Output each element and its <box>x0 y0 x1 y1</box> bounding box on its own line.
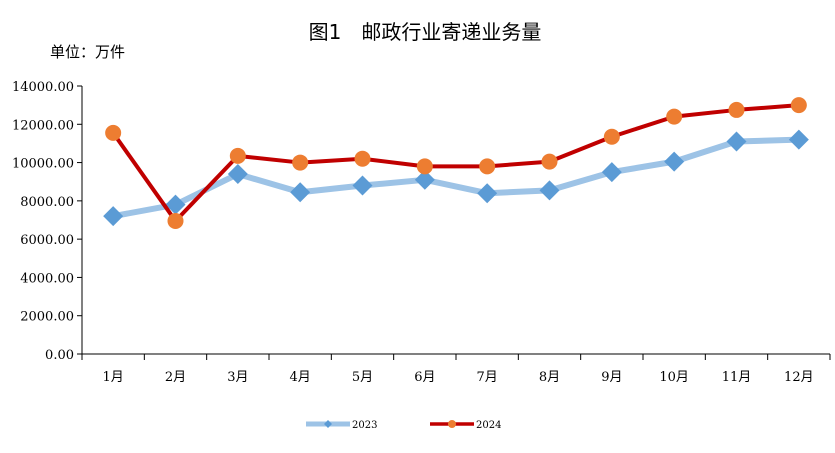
data-point-2024 <box>603 128 620 145</box>
x-tick-label: 12月 <box>784 370 814 385</box>
data-point-2023 <box>414 169 435 190</box>
data-point-2024 <box>790 97 807 114</box>
legend-marker-2023 <box>324 420 332 428</box>
y-tick-label: 8000.00 <box>20 195 74 210</box>
legend-label-2024: 2024 <box>476 420 501 431</box>
x-tick-label: 7月 <box>477 370 498 385</box>
data-point-2024 <box>666 108 683 125</box>
y-axis-ticks: 0.00 2000.00 4000.00 6000.00 8000.00 10000.00… <box>12 80 82 363</box>
data-point-2023 <box>477 183 498 204</box>
x-tick-label: 11月 <box>722 370 752 385</box>
data-point-2024 <box>292 154 309 171</box>
y-tick-label: 6000.00 <box>20 233 74 248</box>
legend-label-2023: 2023 <box>352 420 377 431</box>
data-point-2024 <box>167 212 184 229</box>
x-tick-label: 3月 <box>227 370 248 385</box>
data-point-2023 <box>788 129 809 150</box>
data-point-2023 <box>165 194 186 215</box>
x-tick-label: 9月 <box>601 370 622 385</box>
y-tick-label: 12000.00 <box>12 118 74 133</box>
data-point-2023 <box>539 180 560 201</box>
y-tick-label: 2000.00 <box>20 310 74 325</box>
data-point-2024 <box>416 158 433 175</box>
series-2023 <box>103 129 809 227</box>
legend-marker-2024 <box>448 420 456 428</box>
legend-item-2024: 2024 <box>430 420 501 431</box>
data-point-2024 <box>479 158 496 175</box>
data-point-2023 <box>601 162 622 183</box>
series-layer <box>103 97 809 229</box>
legend: 2023 2024 <box>306 420 501 431</box>
y-tick-label: 14000.00 <box>12 80 74 95</box>
unit-label: 单位：万件 <box>50 43 125 61</box>
data-point-2024 <box>728 101 745 118</box>
data-point-2024 <box>105 124 122 141</box>
x-tick-label: 5月 <box>352 370 373 385</box>
chart-title: 图1 邮政行业寄递业务量 <box>309 20 542 44</box>
x-axis-ticks: 1月 2月 3月 4月 5月 6月 7月 8月 9月 10月 11月 12月 <box>81 354 831 385</box>
y-tick-label: 4000.00 <box>20 271 74 286</box>
data-point-2023 <box>227 164 248 185</box>
x-tick-label: 4月 <box>290 370 311 385</box>
x-tick-label: 2月 <box>165 370 186 385</box>
series-2024 <box>105 97 807 229</box>
data-point-2023 <box>352 175 373 196</box>
x-tick-label: 1月 <box>103 370 124 385</box>
y-tick-label: 0.00 <box>45 348 74 363</box>
data-point-2024 <box>229 147 246 164</box>
data-point-2024 <box>541 153 558 170</box>
x-tick-label: 8月 <box>539 370 560 385</box>
data-point-2023 <box>103 206 124 227</box>
x-tick-label: 6月 <box>414 370 435 385</box>
series-line-2023 <box>112 136 799 220</box>
data-point-2023 <box>290 182 311 203</box>
x-tick-label: 10月 <box>659 370 689 385</box>
series-line-2024 <box>111 103 799 223</box>
data-point-2024 <box>354 150 371 167</box>
y-tick-label: 10000.00 <box>12 157 74 172</box>
data-point-2023 <box>664 151 685 172</box>
legend-item-2023: 2023 <box>306 420 377 431</box>
data-point-2023 <box>726 131 747 152</box>
